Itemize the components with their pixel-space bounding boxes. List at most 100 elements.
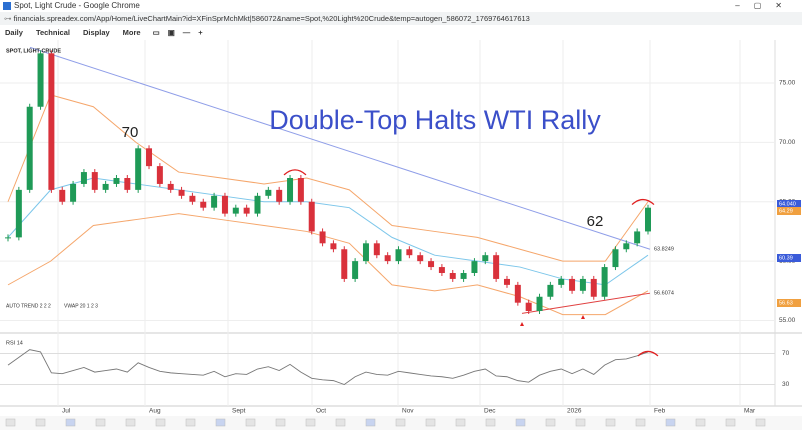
menu-button[interactable]: Technical bbox=[35, 28, 70, 37]
price-tag-label: 60.39 bbox=[779, 255, 793, 261]
double-top-arc bbox=[637, 350, 659, 357]
price-tag bbox=[777, 254, 801, 262]
candle bbox=[221, 195, 228, 214]
headline: Double-Top Halts WTI Rally bbox=[269, 105, 601, 135]
price-tag-label: 64.29 bbox=[779, 208, 793, 214]
candle bbox=[417, 255, 424, 262]
y-tick-label: 70.00 bbox=[779, 139, 796, 146]
candle bbox=[189, 195, 196, 202]
candle bbox=[373, 243, 380, 256]
x-tick-label: Feb bbox=[654, 408, 666, 415]
x-tick-label: Aug bbox=[149, 408, 161, 415]
url: financials.spreadex.com/App/Home/LiveCha… bbox=[13, 14, 530, 23]
annotation: 62 bbox=[587, 213, 604, 230]
address-bar[interactable]: ⊶ financials.spreadex.com/App/Home/LiveC… bbox=[0, 12, 802, 25]
candle bbox=[232, 207, 239, 214]
candle bbox=[601, 267, 608, 297]
event-icon bbox=[215, 418, 226, 427]
candle bbox=[579, 278, 586, 291]
trendline bbox=[29, 46, 651, 250]
candle bbox=[287, 178, 294, 202]
title-bar: Spot, Light Crude - Google Chrome –▢✕ bbox=[0, 0, 802, 12]
annotation: 70 bbox=[122, 124, 139, 141]
price-tag-label: 56.63 bbox=[779, 300, 793, 306]
candle bbox=[91, 172, 98, 190]
candle bbox=[167, 183, 174, 190]
tool-icon[interactable]: — bbox=[182, 28, 191, 37]
candle bbox=[428, 261, 435, 268]
candle bbox=[536, 296, 543, 311]
candle bbox=[211, 195, 218, 208]
event-icon bbox=[185, 418, 196, 427]
favicon bbox=[3, 2, 11, 10]
candle bbox=[113, 178, 120, 184]
rsi-line bbox=[7, 349, 649, 386]
candle bbox=[178, 189, 185, 196]
event-icon bbox=[245, 418, 256, 427]
candle bbox=[612, 249, 619, 268]
event-icon bbox=[545, 418, 556, 427]
event-icon bbox=[65, 418, 76, 427]
tool-icon[interactable]: + bbox=[198, 28, 203, 37]
double-top-arc bbox=[631, 198, 655, 206]
candle bbox=[59, 189, 66, 202]
event-icon bbox=[635, 418, 646, 427]
y-tick-label: 55.00 bbox=[779, 317, 796, 324]
tool-icon[interactable]: ▭ bbox=[152, 28, 160, 37]
event-icon bbox=[125, 418, 136, 427]
candle bbox=[254, 195, 261, 214]
event-icon bbox=[725, 418, 736, 427]
x-tick-label: Dec bbox=[484, 408, 496, 415]
candle bbox=[395, 249, 402, 262]
band-line bbox=[7, 94, 649, 262]
x-tick-label: Sept bbox=[232, 408, 246, 415]
event-icon bbox=[455, 418, 466, 427]
event-icon bbox=[155, 418, 166, 427]
candle bbox=[265, 189, 272, 196]
window-title: Spot, Light Crude - Google Chrome bbox=[14, 1, 140, 10]
event-icon bbox=[275, 418, 286, 427]
menu-button[interactable]: More bbox=[122, 28, 141, 37]
window-controls[interactable]: –▢✕ bbox=[735, 1, 796, 10]
price-tag-label: 64.040 bbox=[779, 201, 796, 207]
candle bbox=[514, 284, 521, 303]
candle bbox=[645, 207, 651, 232]
trendline-label: 63.8249 bbox=[654, 247, 674, 253]
x-tick-label: Jul bbox=[62, 408, 71, 415]
event-icon bbox=[695, 418, 706, 427]
candle bbox=[243, 207, 250, 214]
trendline-label: 56.6074 bbox=[654, 291, 674, 297]
event-icon bbox=[5, 418, 16, 427]
x-tick-label: Nov bbox=[402, 408, 414, 415]
price-tag bbox=[777, 299, 801, 307]
menu-button[interactable]: Daily bbox=[5, 28, 23, 37]
rsi-title: RSI 14 bbox=[6, 340, 23, 346]
event-icon bbox=[755, 418, 766, 427]
candle bbox=[26, 106, 33, 190]
candle bbox=[623, 243, 630, 250]
candle bbox=[200, 201, 207, 208]
menu-button[interactable]: Display bbox=[82, 28, 110, 37]
background bbox=[0, 40, 802, 430]
rsi-tick-label: 30 bbox=[782, 381, 790, 388]
y-tick-label: 75.00 bbox=[779, 80, 796, 87]
tool-icon[interactable]: ▣ bbox=[167, 28, 175, 37]
trendline bbox=[521, 292, 651, 314]
candle bbox=[341, 249, 348, 279]
pivot-marker bbox=[581, 315, 585, 319]
candle bbox=[146, 148, 153, 167]
event-icon bbox=[425, 418, 436, 427]
x-tick-label: Mar bbox=[744, 408, 756, 415]
candle bbox=[48, 53, 55, 190]
event-icon bbox=[485, 418, 496, 427]
price-tag bbox=[777, 207, 801, 215]
candle bbox=[634, 231, 641, 244]
candle bbox=[70, 183, 77, 202]
event-icon bbox=[575, 418, 586, 427]
indicator-label: VWAP 20 1 2 3 bbox=[64, 303, 98, 309]
candle bbox=[330, 243, 337, 250]
candle bbox=[5, 237, 11, 239]
candle bbox=[15, 189, 22, 238]
candle bbox=[590, 278, 597, 297]
double-top-arc bbox=[283, 169, 307, 176]
